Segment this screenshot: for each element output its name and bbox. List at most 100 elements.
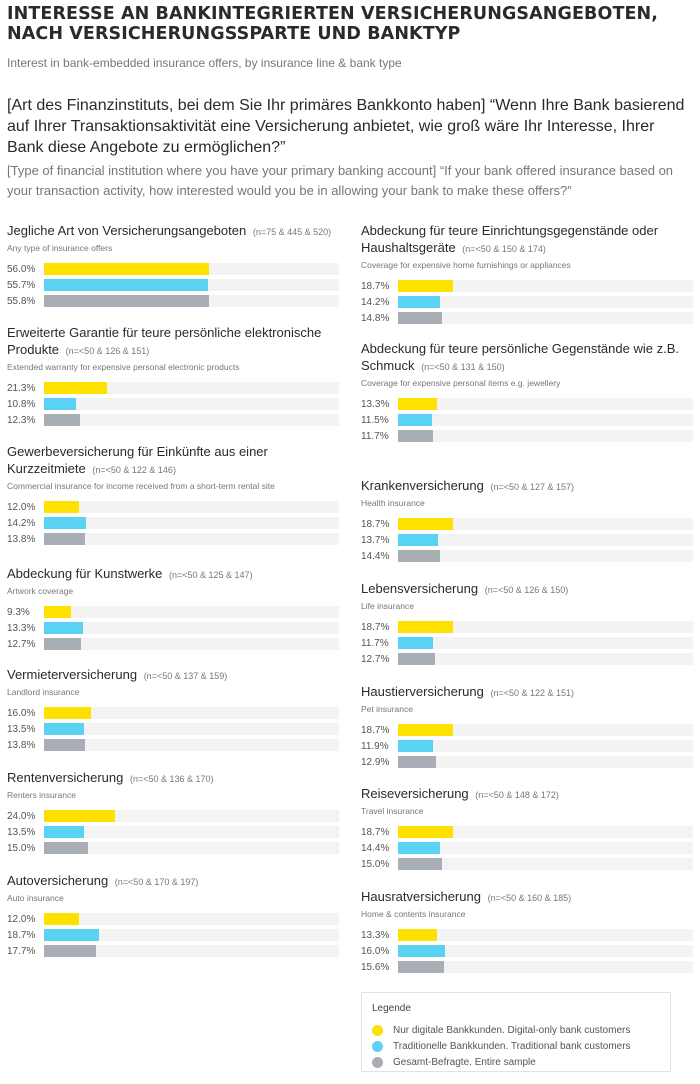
bar-track [398,961,693,973]
bar-row-digital: 12.0% [7,499,339,515]
bar-track [398,826,693,838]
bar-value-label: 16.0% [7,707,36,719]
bar-set: 18.7% 11.9% 12.9% [361,722,693,770]
legend-item-traditional: Traditionelle Bankkunden. Traditional ba… [372,1038,660,1054]
bar-digital [398,724,454,736]
bar-value-label: 11.7% [361,637,389,649]
bar-set: 18.7% 11.7% 12.7% [361,619,693,667]
bar-row-total: 55.8% [7,293,339,309]
bar-digital [398,621,454,633]
group-subtitle: Commercial insurance for income received… [7,481,275,491]
bar-value-label: 12.0% [7,501,36,513]
bar-digital [398,826,454,838]
bar-track [398,756,693,768]
group-title-text: Reiseversicherung [361,786,469,801]
legend-item-digital: Nur digitale Bankkunden. Digital-only ba… [372,1022,660,1038]
chart-title: INTERESSE AN BANKINTEGRIERTEN VERSICHERU… [7,4,659,44]
bar-value-label: 12.7% [7,638,36,650]
bar-traditional [398,637,433,649]
bar-value-label: 18.7% [361,621,390,633]
bar-row-digital: 18.7% [361,619,693,635]
group-sample-size: (n=<50 & 137 & 159) [143,671,228,681]
group-sample-size: (n=<50 & 122 & 151) [490,688,575,698]
bar-value-label: 13.8% [7,739,36,751]
group-title-text: Hausratversicherung [361,889,481,904]
bar-track [44,517,339,529]
bar-value-label: 21.3% [7,382,36,394]
bar-total [44,638,82,650]
chart-group: Vermieterversicherung (n=<50 & 137 & 159… [7,666,339,753]
bar-traditional [398,414,432,426]
bar-track [398,858,693,870]
bar-value-label: 17.7% [7,945,36,957]
chart-group: Abdeckung für Kunstwerke (n=<50 & 125 & … [7,565,339,652]
legend-label-digital: Nur digitale Bankkunden. Digital-only ba… [393,1024,631,1036]
bar-row-digital: 13.3% [361,927,693,943]
group-title: Rentenversicherung (n=<50 & 136 & 170) [7,769,339,788]
bar-value-label: 9.3% [7,606,30,618]
bar-value-label: 18.7% [361,518,390,530]
bar-track [398,637,693,649]
bar-track [398,312,693,324]
bar-track [398,296,693,308]
bar-total [44,533,85,545]
bar-digital [44,263,210,275]
group-subtitle: Coverage for expensive home furnishings … [361,260,571,270]
bar-row-digital: 13.3% [361,396,693,412]
bar-row-total: 15.0% [7,840,339,856]
bar-track [398,534,693,546]
bar-value-label: 16.0% [361,945,390,957]
bar-row-traditional: 16.0% [361,943,693,959]
group-title-text: Abdeckung für teure Einrichtungsgegenstä… [361,223,659,255]
bar-track [398,414,693,426]
bar-track [398,945,693,957]
bar-row-traditional: 11.5% [361,412,693,428]
bar-value-label: 14.4% [361,842,390,854]
group-title-text: Krankenversicherung [361,478,484,493]
bar-track [398,280,693,292]
group-title: Reiseversicherung (n=<50 & 148 & 172) [361,785,693,804]
question-english: [Type of financial institution where you… [7,163,674,198]
bar-set: 24.0% 13.5% 15.0% [7,808,339,856]
group-sample-size: (n=<50 & 150 & 174) [462,244,546,254]
bar-track [398,621,693,633]
bar-total [398,550,441,562]
group-title-text: Gewerbeversicherung für Einkünfte aus ei… [7,444,268,476]
bar-row-total: 17.7% [7,943,339,959]
bar-digital [44,382,107,394]
group-sample-size: (n=<50 & 125 & 147) [169,570,253,580]
bar-track [44,263,339,275]
bar-set: 9.3% 13.3% 12.7% [7,604,339,652]
chart-group: Krankenversicherung (n=<50 & 127 & 157) H… [361,477,693,564]
legend-label-traditional: Traditionelle Bankkunden. Traditional ba… [393,1040,631,1052]
bar-digital [44,707,92,719]
bar-value-label: 18.7% [361,826,390,838]
bar-value-label: 18.7% [361,280,390,292]
bar-track [398,929,693,941]
bar-track [44,638,339,650]
chart-group: Haustierversicherung (n=<50 & 122 & 151)… [361,683,693,770]
bar-row-total: 15.0% [361,856,693,872]
group-sample-size: (n=<50 & 160 & 185) [487,893,572,903]
bar-traditional [44,929,100,941]
bar-row-total: 15.6% [361,959,693,975]
bar-traditional [44,279,209,291]
group-subtitle: Coverage for expensive personal items e.… [361,378,561,388]
bar-track [44,279,339,291]
bar-value-label: 55.8% [7,295,36,307]
bar-value-label: 14.2% [7,517,36,529]
bar-digital [44,501,80,513]
bar-row-traditional: 14.4% [361,840,693,856]
bar-row-total: 14.8% [361,310,693,326]
chart-group: Abdeckung für teure Einrichtungsgegenstä… [361,222,693,326]
group-title: Jegliche Art von Versicherungsangeboten … [7,222,339,241]
bar-value-label: 10.8% [7,398,36,410]
bar-track [398,842,693,854]
bar-value-label: 56.0% [7,263,36,275]
group-sample-size: (n=75 & 445 & 520) [252,227,332,237]
group-subtitle: Artwork coverage [7,586,74,596]
bar-track [44,398,339,410]
bar-row-digital: 18.7% [361,278,693,294]
bar-track [398,724,693,736]
group-title: Hausratversicherung (n=<50 & 160 & 185) [361,888,693,907]
